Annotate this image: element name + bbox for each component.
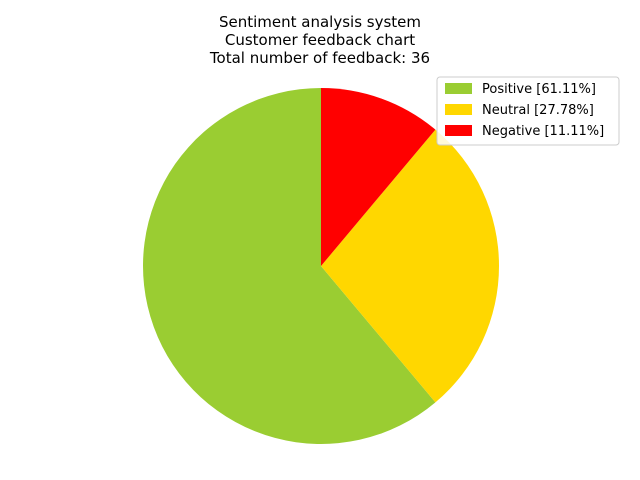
legend-label-2: Negative [11.11%]	[482, 124, 604, 139]
pie-slice-1	[321, 129, 500, 403]
pie-slices	[143, 88, 500, 444]
title-line-1: Sentiment analysis system	[219, 13, 421, 31]
legend-label-1: Neutral [27.78%]	[482, 103, 594, 118]
title-line-2: Customer feedback chart	[225, 31, 415, 49]
chart-title: Sentiment analysis system Customer feedb…	[209, 13, 430, 67]
legend-frame	[436, 76, 620, 146]
legend-label-0: Positive [61.11%]	[482, 82, 596, 97]
title-line-3: Total number of feedback: 36	[209, 49, 430, 67]
pie-slice-0	[143, 88, 436, 444]
legend-swatch-0	[445, 83, 472, 94]
legend-swatch-1	[445, 104, 472, 115]
legend: Positive [61.11%] Neutral [27.78%] Negativ…	[436, 76, 620, 146]
legend-entries: Positive [61.11%] Neutral [27.78%] Negativ…	[445, 82, 604, 139]
legend-swatch-2	[445, 125, 472, 136]
pie-slice-2	[321, 88, 436, 266]
